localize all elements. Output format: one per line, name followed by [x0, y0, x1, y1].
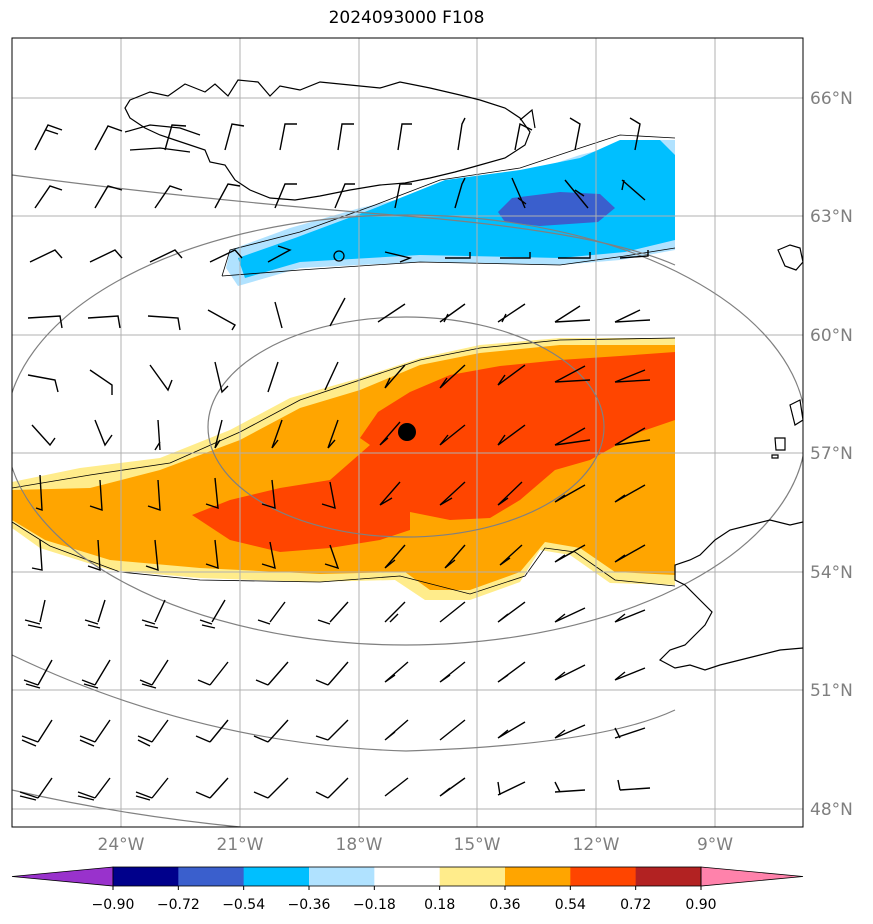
- lon-label: 24°W: [98, 835, 145, 855]
- colorbar-tick-label: 0.18: [424, 897, 455, 913]
- zero-contour-north-2: [221, 247, 676, 277]
- lon-label: 15°W: [454, 835, 501, 855]
- lat-label: 63°N: [810, 207, 853, 227]
- lat-label: 51°N: [810, 681, 853, 701]
- lat-label: 54°N: [810, 563, 853, 583]
- colorbar-tick-label: −0.18: [353, 897, 396, 913]
- colorbar-extend-high: [700, 866, 804, 887]
- colorbar-tick-label: 0.90: [685, 897, 716, 913]
- colorbar-segment: [635, 867, 702, 886]
- lat-label: 66°N: [810, 89, 853, 109]
- colorbar-extend-low: [11, 866, 114, 887]
- pos-strong-region: [192, 352, 675, 552]
- colorbar: −0.90 −0.72 −0.54 −0.36 −0.18 0.18 0.36 0.54 0.7…: [11, 866, 804, 913]
- lon-label: 21°W: [217, 835, 264, 855]
- colorbar-tick-label: −0.72: [157, 897, 200, 913]
- map-title: 2024093000 F108: [328, 8, 485, 28]
- zero-contour-south-2: [12, 521, 676, 595]
- colorbar-segment: [570, 867, 637, 886]
- zero-contour-north: [221, 134, 676, 277]
- colorbar-frame: [112, 866, 702, 887]
- colorbar-segment: [374, 867, 441, 886]
- colorbar-segment: [505, 867, 571, 886]
- colorbar-segment: [439, 867, 506, 886]
- zero-contour-south: [12, 337, 676, 489]
- storm-center-marker: [398, 423, 416, 441]
- lat-label: 60°N: [810, 326, 853, 346]
- ireland-coast: [659, 519, 803, 671]
- colorbar-tick-label: 0.72: [620, 897, 651, 913]
- colorbar-tick-label: −0.36: [288, 897, 331, 913]
- lat-label: 57°N: [810, 444, 853, 464]
- colorbar-segment: [113, 867, 179, 886]
- colorbar-segment: [243, 867, 310, 886]
- graticule: [12, 38, 803, 827]
- iceland-coast: [124, 79, 531, 201]
- map-frame: [11, 37, 804, 828]
- colorbar-segment: [178, 867, 245, 886]
- open-circle-marker: [333, 250, 345, 262]
- longitude-labels: 24°W 21°W 18°W 15°W 12°W 9°W: [98, 835, 734, 855]
- latitude-labels: 66°N 63°N 60°N 57°N 54°N 51°N 48°N: [810, 89, 853, 820]
- colorbar-tick-label: −0.54: [222, 897, 265, 913]
- coastlines: [124, 79, 803, 671]
- lon-label: 18°W: [336, 835, 383, 855]
- colorbar-segment: [309, 867, 375, 886]
- faroe-coast: [777, 244, 803, 271]
- lon-label: 9°W: [697, 835, 733, 855]
- neg-mid-region: [238, 140, 675, 278]
- wind-barbs: [19, 117, 651, 801]
- distance-rings: [12, 174, 803, 827]
- neg-strong-region: [498, 192, 615, 226]
- colorbar-tick-label: 0.54: [555, 897, 586, 913]
- lat-label: 48°N: [810, 800, 853, 820]
- colorbar-tick-label: −0.90: [92, 897, 135, 913]
- lon-label: 12°W: [573, 835, 620, 855]
- map-area: [12, 38, 803, 827]
- colorbar-tick-label: 0.36: [489, 897, 520, 913]
